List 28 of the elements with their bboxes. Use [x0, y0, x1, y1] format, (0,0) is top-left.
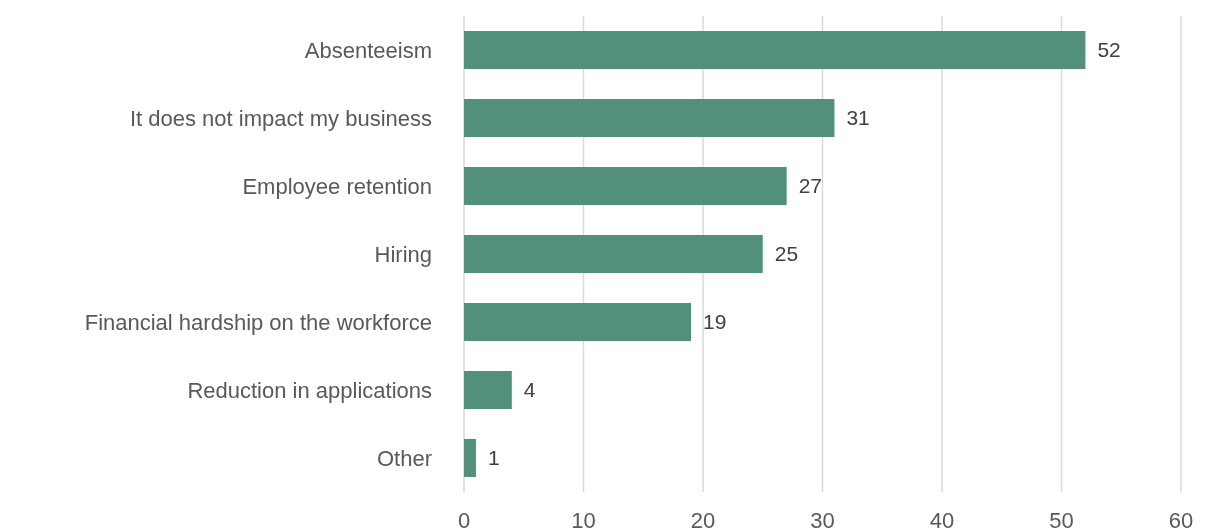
data-label: 52 — [1097, 38, 1121, 62]
bar — [464, 234, 763, 273]
bar — [464, 302, 692, 341]
y-tick-label: Reduction in applications — [187, 377, 432, 403]
bar — [464, 438, 476, 477]
y-tick-label: Employee retention — [242, 173, 432, 199]
x-tick-label: 40 — [929, 507, 955, 531]
x-tick-label: 10 — [571, 507, 596, 531]
x-tick-label: 30 — [810, 507, 835, 531]
bar — [464, 166, 787, 205]
data-label: 25 — [774, 242, 799, 266]
y-tick-label: It does not impact my business — [129, 105, 432, 131]
bar — [464, 98, 835, 137]
y-tick-label: Absenteeism — [304, 37, 432, 63]
data-label: 27 — [798, 174, 823, 198]
bar — [464, 370, 512, 409]
data-label: 4 — [523, 378, 536, 402]
bar — [464, 30, 1086, 69]
data-label: 31 — [846, 106, 870, 130]
data-label: 1 — [487, 446, 500, 470]
x-tick-label: 60 — [1168, 507, 1194, 531]
x-tick-label: 50 — [1049, 507, 1074, 531]
x-tick-label: 0 — [457, 507, 471, 531]
y-tick-label: Hiring — [374, 241, 432, 267]
y-tick-label: Other — [376, 445, 432, 471]
y-tick-label: Financial hardship on the workforce — [84, 309, 432, 335]
x-tick-label: 20 — [690, 507, 716, 531]
data-label: 19 — [703, 310, 727, 334]
